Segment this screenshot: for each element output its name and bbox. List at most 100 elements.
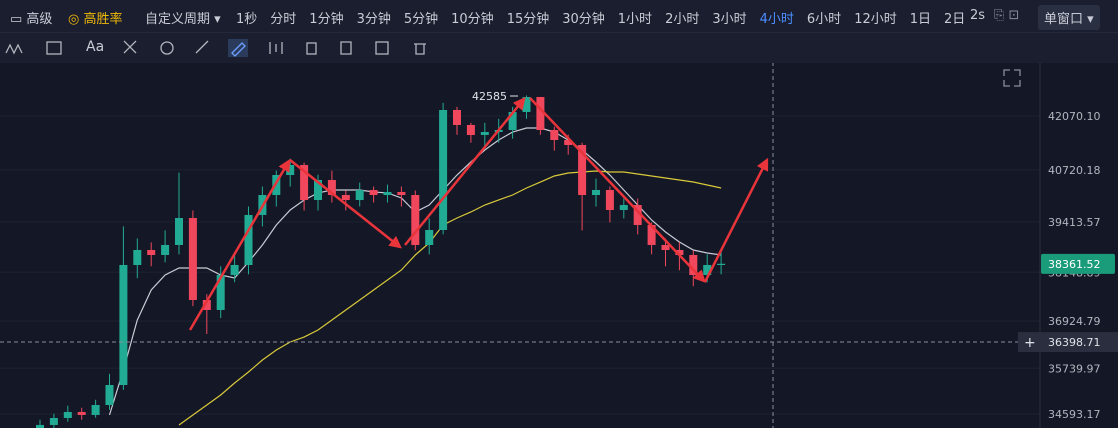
icons[interactable]: ⎘ ⊡ [994, 8, 1020, 23]
period[interactable]: 30分钟 [562, 12, 605, 27]
candle-body [202, 299, 211, 310]
measure-tool[interactable] [46, 41, 62, 55]
drawing-toolbar: Aa [0, 32, 1118, 63]
expand-icon[interactable] [1003, 69, 1021, 87]
period[interactable]: 1秒 [236, 12, 258, 27]
pattern-tool[interactable] [160, 41, 174, 55]
fib-tool[interactable] [123, 40, 137, 54]
candle-body [619, 205, 628, 210]
candle-body [522, 97, 531, 112]
plot-area [0, 95, 1040, 428]
win-rate[interactable]: ◎ 高胜率 [68, 12, 123, 27]
arrow [404, 97, 526, 246]
advanced[interactable]: ▭ 高级 [10, 12, 53, 27]
candle-body [369, 189, 378, 196]
candle-tool[interactable] [269, 42, 283, 54]
candle-body [564, 140, 573, 145]
pen-tool-bg[interactable] [228, 39, 248, 57]
candle-body [661, 244, 670, 251]
candle-body [300, 164, 309, 200]
candle-body [703, 264, 712, 275]
candle-body [244, 214, 253, 265]
crosshair-plus: + [1024, 335, 1036, 351]
candle-body [105, 384, 114, 406]
candle-body [230, 264, 239, 275]
period[interactable]: 3小时 [712, 12, 747, 27]
candle-body [466, 124, 475, 135]
lock-tool[interactable] [306, 42, 317, 55]
period[interactable]: 2小时 [665, 12, 700, 27]
edit-tool[interactable] [375, 41, 389, 55]
candle-body [689, 254, 698, 275]
custom-period[interactable]: 自定义周期 ▾ [145, 12, 221, 27]
period[interactable]: 5分钟 [403, 12, 439, 27]
candle-body [133, 250, 142, 265]
text-tool[interactable]: Aa [86, 39, 105, 55]
candle-body [341, 195, 350, 200]
custom-period-label: 自定义周期 [145, 12, 211, 27]
arrow [703, 157, 769, 283]
copy-tool[interactable] [340, 41, 352, 55]
period-list: 1秒 分时 1分钟 3分钟 5分钟 10分钟 15分钟 30分钟 1小时 2小时 3小时 4小时 6小时… [236, 8, 965, 27]
candle-body [147, 250, 156, 255]
y-tick-label: 35739.97 [1048, 362, 1101, 375]
period[interactable]: 1分钟 [309, 12, 344, 27]
refresh[interactable]: 2s [970, 8, 986, 23]
candle-body [397, 191, 406, 196]
moving-average [178, 170, 722, 426]
candle-body [717, 263, 726, 265]
period[interactable]: 10分钟 [451, 12, 494, 27]
period[interactable]: 1日 [909, 12, 932, 27]
candle-body [480, 131, 489, 135]
period[interactable]: 3分钟 [356, 12, 391, 27]
period[interactable]: 4小时 [759, 12, 794, 27]
win-rate-label: 高胜率 [83, 12, 123, 27]
period[interactable]: 2日 [944, 12, 966, 27]
candle-body [633, 205, 642, 225]
candle-body [675, 250, 684, 255]
period[interactable]: 6小时 [806, 12, 842, 27]
candle-body [439, 109, 448, 230]
moving-average [108, 127, 722, 416]
arrow [529, 97, 706, 283]
candle-body [77, 411, 86, 415]
candle-body [63, 411, 72, 418]
candle-body [508, 111, 517, 131]
crosshair-label: 36398.71 [1048, 336, 1101, 349]
candle-body [411, 195, 420, 245]
tool-icons [5, 39, 426, 57]
candle-body [119, 264, 128, 385]
arrow [289, 159, 402, 249]
candle-body [286, 164, 295, 175]
y-tick-label: 42070.10 [1048, 110, 1101, 123]
window-select[interactable]: 单窗口 ▾ [1038, 5, 1100, 30]
wave-tool[interactable] [5, 43, 23, 55]
current-price-label: 38361.52 [1048, 258, 1101, 271]
candle-body [383, 191, 392, 196]
candle-body [453, 109, 461, 125]
candle-body [536, 97, 545, 131]
current-price-box [1041, 253, 1115, 274]
window-label: 单窗口 [1044, 12, 1084, 27]
period[interactable]: 12小时 [854, 12, 897, 27]
candle-body [578, 144, 587, 196]
period[interactable]: 1小时 [617, 12, 653, 27]
candle-body [592, 189, 600, 196]
candle-body [161, 244, 170, 255]
candle-body [647, 224, 656, 245]
y-tick-label: 40720.18 [1048, 164, 1101, 177]
trend-arrows [188, 97, 769, 331]
arrow [188, 158, 291, 331]
top-toolbar: ▭ 高级 ◎ 高胜率 自定义周期 ▾ 1秒 分时 1分钟 3分钟 5分钟 10分钟 15分钟… [0, 0, 1118, 32]
candle-body [91, 405, 100, 415]
pen-tool[interactable] [231, 42, 246, 57]
peak-label: 42585 [472, 90, 507, 103]
delete-tool[interactable] [414, 43, 426, 55]
ruler-tool[interactable] [195, 40, 209, 54]
candle-body [188, 218, 197, 300]
candle-body [425, 230, 434, 245]
period[interactable]: 15分钟 [506, 12, 550, 27]
period[interactable]: 分时 [270, 12, 297, 27]
y-tick-label: 34593.17 [1048, 408, 1101, 421]
